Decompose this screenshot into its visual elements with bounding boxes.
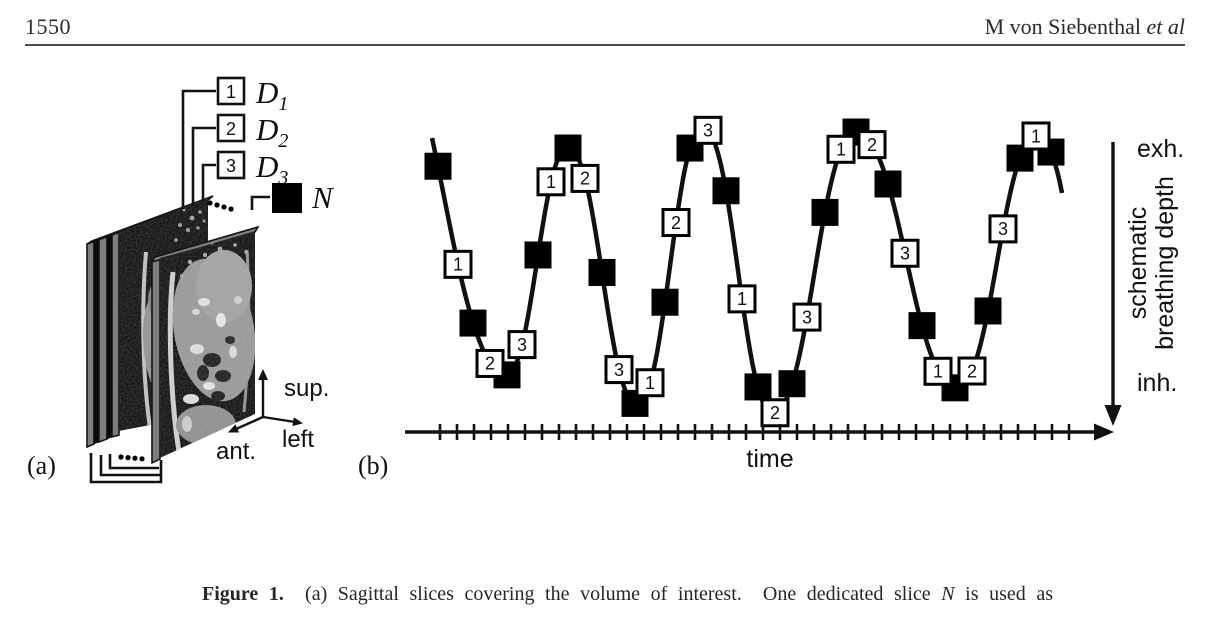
caption-slice-symbol: N bbox=[941, 583, 955, 605]
data-frame-number: 3 bbox=[614, 360, 624, 380]
data-frame-marker bbox=[988, 214, 1018, 244]
data-frame-marker bbox=[507, 330, 537, 360]
data-frame-number: 1 bbox=[737, 289, 747, 309]
navigator-slice bbox=[150, 225, 260, 465]
navigator-frame-marker bbox=[554, 134, 582, 162]
data-frame-number: 1 bbox=[546, 172, 556, 192]
navigator-frame-marker bbox=[744, 373, 772, 401]
navigator-frame-marker bbox=[459, 309, 487, 337]
data-frame-number: 2 bbox=[867, 135, 877, 155]
data-frame-marker bbox=[890, 238, 920, 268]
slice-legend: 1 D1 2 D2 3 D3 N bbox=[181, 75, 335, 215]
left-axis-label: left bbox=[282, 426, 314, 453]
data-frame-marker bbox=[635, 368, 665, 398]
ellipsis-dots-bottom bbox=[118, 454, 145, 462]
data-frame-marker bbox=[957, 356, 987, 386]
data-frame-number: 3 bbox=[517, 335, 527, 355]
exhale-label: exh. bbox=[1137, 135, 1184, 163]
panel-a: 1 D1 2 D2 3 D3 N sup. left bbox=[27, 75, 335, 484]
navigator-frame-marker bbox=[588, 258, 616, 286]
navigator-symbol bbox=[272, 183, 302, 213]
navigator-frame-marker bbox=[874, 170, 902, 198]
panel-b: 1 2 3 1 2 3 1 2 3 1 2 3 1 2 3 1 2 3 1 time exh. inh. schem… bbox=[358, 115, 1184, 480]
data-frame-number: 2 bbox=[580, 169, 590, 189]
data-frame-number: 1 bbox=[453, 255, 463, 275]
data-slice-3-label: D3 bbox=[255, 149, 288, 189]
panel-b-label: (b) bbox=[358, 451, 388, 480]
data-slice-1-number: 1 bbox=[226, 82, 236, 102]
navigator-frame-marker bbox=[424, 152, 452, 180]
data-slice-3-number: 3 bbox=[226, 156, 236, 176]
running-head: M von Siebenthal et al bbox=[985, 14, 1185, 40]
data-slice-1-box bbox=[216, 76, 246, 106]
navigator-frame-marker bbox=[651, 288, 679, 316]
navigator-label: N bbox=[311, 180, 335, 215]
data-frame-marker bbox=[760, 398, 790, 428]
data-frame-marker bbox=[727, 284, 757, 314]
sagittal-slice-stack bbox=[86, 195, 260, 484]
ant-axis-label: ant. bbox=[216, 438, 256, 465]
sup-axis-label: sup. bbox=[284, 375, 329, 402]
data-slice-1-label: D1 bbox=[255, 75, 288, 115]
data-frame-number: 3 bbox=[998, 219, 1008, 239]
data-frame-number: 1 bbox=[933, 362, 943, 382]
figure-caption: Figure 1. (a) Sagittal slices covering t… bbox=[183, 519, 1053, 619]
data-frame-number: 2 bbox=[967, 361, 977, 381]
navigator-mri-image bbox=[160, 232, 255, 458]
anatomical-axes: sup. left ant. bbox=[216, 369, 329, 465]
data-slice-2-box bbox=[216, 113, 246, 143]
navigator-frame-marker bbox=[712, 177, 740, 205]
header-rule bbox=[25, 44, 1185, 46]
data-slice-2-label: D2 bbox=[255, 112, 288, 152]
navigator-frame-marker bbox=[908, 312, 936, 340]
data-frame-marker bbox=[792, 302, 822, 332]
navigator-frame-marker bbox=[974, 297, 1002, 325]
data-frame-marker bbox=[604, 355, 634, 385]
page-number: 1550 bbox=[25, 14, 71, 39]
data-frame-number: 3 bbox=[703, 121, 713, 141]
data-frame-marker bbox=[536, 167, 566, 197]
data-frame-marker bbox=[1021, 121, 1051, 151]
data-frame-marker bbox=[475, 348, 505, 378]
panel-a-label: (a) bbox=[27, 451, 56, 480]
navigator-frame-marker bbox=[811, 198, 839, 226]
time-axis-ticks bbox=[438, 424, 1071, 440]
data-frame-number: 2 bbox=[671, 213, 681, 233]
data-frame-marker bbox=[693, 115, 723, 145]
stack-bottom-brackets bbox=[89, 453, 163, 484]
depth-axis-title: schematicbreathing depth bbox=[1124, 176, 1179, 350]
caption-line-1: Figure 1. (a) Sagittal slices covering t… bbox=[202, 583, 1053, 605]
caption-figure-label: Figure 1. bbox=[202, 583, 284, 605]
data-frame-number: 2 bbox=[485, 354, 495, 374]
acquisition-markers: 1 2 3 1 2 3 1 2 3 1 2 3 1 2 3 1 2 3 1 bbox=[424, 115, 1065, 428]
time-axis-label: time bbox=[746, 445, 793, 473]
ellipsis-dots-top bbox=[207, 200, 234, 212]
data-frame-number: 1 bbox=[645, 373, 655, 393]
running-head-etal: et al bbox=[1146, 14, 1186, 39]
navigator-frame-marker bbox=[524, 241, 552, 269]
data-frame-marker bbox=[443, 249, 473, 279]
data-frame-marker bbox=[570, 163, 600, 193]
data-slice-2-number: 2 bbox=[226, 119, 236, 139]
data-frame-number: 3 bbox=[802, 307, 812, 327]
data-frame-number: 2 bbox=[770, 403, 780, 423]
data-frame-marker bbox=[826, 134, 856, 164]
data-frame-marker bbox=[923, 356, 953, 386]
running-head-authors: M von Siebenthal bbox=[984, 14, 1147, 39]
data-frame-marker bbox=[857, 130, 887, 160]
breathing-depth-axis: exh. inh. schematicbreathing depth bbox=[1104, 135, 1184, 426]
data-frame-number: 1 bbox=[1031, 126, 1041, 146]
data-frame-number: 1 bbox=[836, 140, 846, 160]
inhale-label: inh. bbox=[1137, 369, 1177, 397]
data-slice-3-box bbox=[216, 150, 246, 180]
navigator-frame-marker bbox=[778, 370, 806, 398]
time-axis: time bbox=[405, 423, 1114, 473]
data-frame-number: 3 bbox=[900, 244, 910, 264]
data-frame-marker bbox=[661, 208, 691, 238]
